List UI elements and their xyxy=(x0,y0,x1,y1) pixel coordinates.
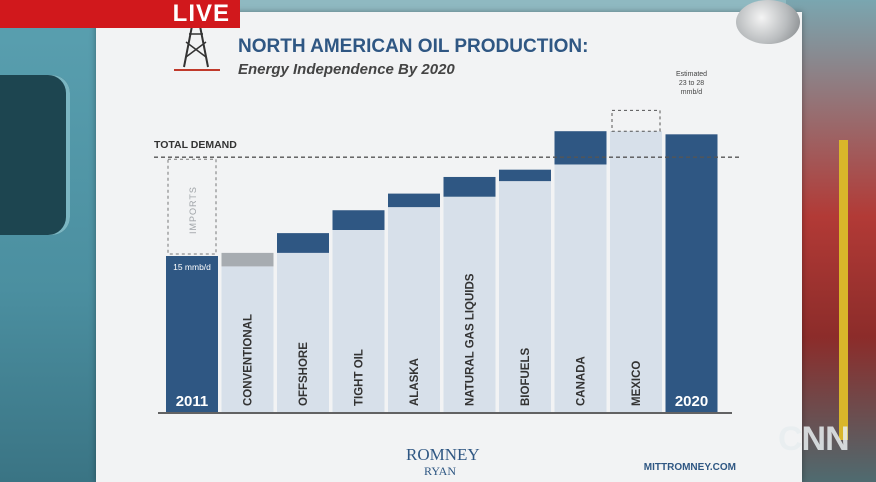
bar-natural-gas-liquids xyxy=(443,176,496,197)
category-label-alaska: ALASKA xyxy=(409,358,421,406)
category-label-tight-oil: TIGHT OIL xyxy=(354,349,366,406)
category-label-2011: 2011 xyxy=(176,393,209,410)
column-fill-natural-gas-liquids xyxy=(443,196,496,412)
category-label-offshore: OFFSHORE xyxy=(298,342,310,406)
category-label-conventional: CONVENTIONAL xyxy=(243,314,255,406)
chart-title: NORTH AMERICAN OIL PRODUCTION: xyxy=(238,36,588,57)
imports-label: IMPORTS xyxy=(188,186,198,234)
annotation-2020-line-3: mmb/d xyxy=(681,89,703,96)
oil-derrick-icon xyxy=(174,25,220,71)
background-pole xyxy=(839,140,848,440)
network-logo: CNN xyxy=(778,420,850,458)
column-fill-conventional xyxy=(221,266,274,412)
bar-offshore xyxy=(277,233,329,253)
bar-mexico xyxy=(611,109,661,132)
category-label-mexico: MEXICO xyxy=(631,361,643,406)
column-fill-canada xyxy=(554,164,607,412)
chart-subtitle: Energy Independence By 2020 xyxy=(238,61,455,78)
column-fill-mexico xyxy=(610,131,662,412)
plot-area: 2011 CONVENTIONAL OFFSHORE TIGHT OIL ALASKA N… xyxy=(154,71,741,414)
campaign-poster: NORTH AMERICAN OIL PRODUCTION: Energy In… xyxy=(96,12,802,482)
bar-value-label-2011: 15 mmb/d xyxy=(173,262,211,272)
bar-tight-oil xyxy=(332,210,385,230)
bar-canada xyxy=(554,131,607,165)
bar-biofuels xyxy=(499,169,551,182)
bar-2011 xyxy=(166,256,218,412)
oil-production-chart: NORTH AMERICAN OIL PRODUCTION: Energy In… xyxy=(154,25,741,478)
live-label: LIVE xyxy=(172,0,230,27)
bar-alaska xyxy=(388,193,440,208)
total-demand-label: TOTAL DEMAND xyxy=(154,139,237,151)
magnet-clip xyxy=(736,0,800,44)
background-truck xyxy=(0,0,110,482)
category-label-2020: 2020 xyxy=(675,393,708,410)
imports-box xyxy=(167,158,217,255)
column-fill-biofuels xyxy=(499,181,551,412)
live-badge: LIVE xyxy=(0,0,240,28)
category-label-biofuels: BIOFUELS xyxy=(520,348,532,406)
column-fill-alaska xyxy=(388,207,440,412)
footer-logo-ryan: RYAN xyxy=(424,464,456,478)
footer-url: MITTROMNEY.COM xyxy=(644,462,736,473)
footer-logo-romney: ROMNEY xyxy=(406,445,480,464)
category-label-natural-gas-liquids: NATURAL GAS LIQUIDS xyxy=(465,273,477,406)
column-fill-tight-oil xyxy=(332,230,385,412)
category-label-canada: CANADA xyxy=(576,356,588,406)
background-truck-window xyxy=(0,75,70,235)
annotation-2020-line-2: 23 to 28 xyxy=(679,80,704,87)
bar-2020 xyxy=(665,134,718,412)
annotation-2020-line-1: Estimated xyxy=(676,71,707,78)
bar-conventional xyxy=(221,252,274,267)
column-fill-offshore xyxy=(277,252,329,412)
